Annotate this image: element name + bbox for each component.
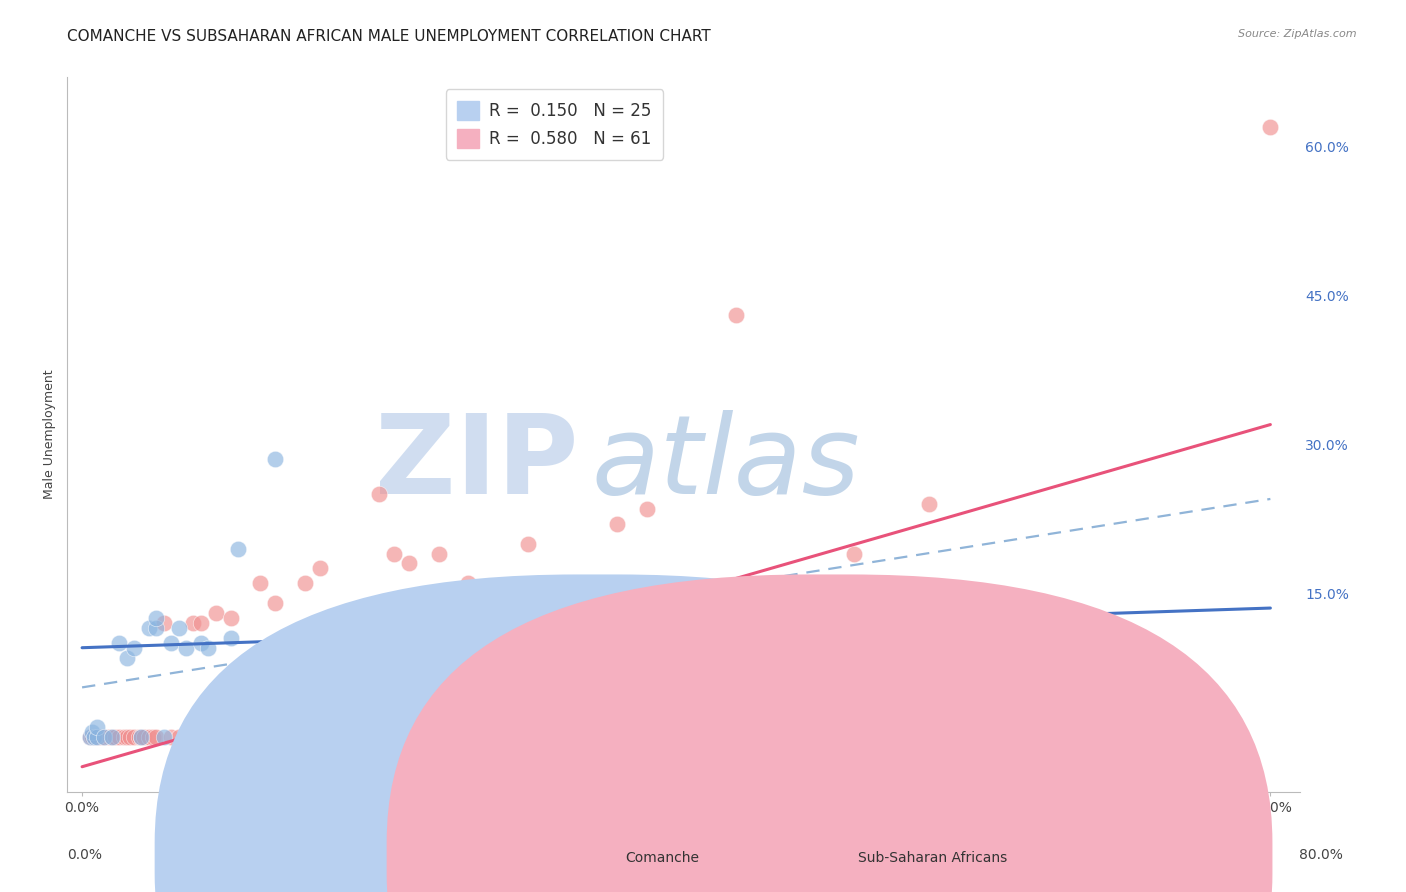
Point xyxy=(167,621,190,635)
Point xyxy=(79,730,101,744)
Text: 0.0%: 0.0% xyxy=(67,847,103,862)
Point xyxy=(93,730,115,744)
Point xyxy=(235,730,257,744)
Point xyxy=(82,730,104,744)
Text: 80.0%: 80.0% xyxy=(1299,847,1343,862)
Point xyxy=(79,730,101,744)
Point xyxy=(368,487,391,501)
Point xyxy=(382,547,405,561)
Point xyxy=(131,730,153,744)
Point xyxy=(93,730,115,744)
Point xyxy=(814,730,837,744)
Point xyxy=(308,561,330,575)
Point xyxy=(531,621,554,635)
Point xyxy=(710,730,733,744)
Point xyxy=(108,730,131,744)
Point xyxy=(142,730,165,744)
Point xyxy=(138,621,160,635)
Point xyxy=(112,730,135,744)
Point xyxy=(145,611,167,625)
Point xyxy=(174,640,197,655)
FancyBboxPatch shape xyxy=(155,574,1040,892)
Point xyxy=(606,516,628,531)
Point xyxy=(219,631,242,645)
Point xyxy=(264,596,287,610)
Point xyxy=(108,636,131,650)
Point xyxy=(665,730,688,744)
Point xyxy=(323,730,346,744)
Point xyxy=(145,730,167,744)
Point xyxy=(122,730,145,744)
Point xyxy=(398,557,420,571)
Point xyxy=(115,730,138,744)
Text: atlas: atlas xyxy=(591,409,860,516)
Point xyxy=(339,730,361,744)
Point xyxy=(160,636,183,650)
Point xyxy=(412,730,434,744)
Point xyxy=(145,621,167,635)
Point xyxy=(83,730,105,744)
Y-axis label: Male Unemployment: Male Unemployment xyxy=(44,369,56,500)
Point xyxy=(441,730,464,744)
Point xyxy=(152,615,174,630)
Point xyxy=(86,730,108,744)
Point xyxy=(118,730,141,744)
Point xyxy=(226,541,249,556)
Point xyxy=(190,636,212,650)
Point xyxy=(152,730,174,744)
Point xyxy=(89,730,111,744)
Point xyxy=(86,720,108,734)
Point xyxy=(918,497,941,511)
Point xyxy=(83,730,105,744)
FancyBboxPatch shape xyxy=(387,574,1272,892)
Point xyxy=(101,730,124,744)
Point xyxy=(138,730,160,744)
Point xyxy=(115,650,138,665)
Point xyxy=(887,730,910,744)
Text: Source: ZipAtlas.com: Source: ZipAtlas.com xyxy=(1239,29,1357,38)
Point xyxy=(86,730,108,744)
Point xyxy=(104,730,127,744)
Text: COMANCHE VS SUBSAHARAN AFRICAN MALE UNEMPLOYMENT CORRELATION CHART: COMANCHE VS SUBSAHARAN AFRICAN MALE UNEM… xyxy=(67,29,711,44)
Point xyxy=(190,615,212,630)
Text: Comanche: Comanche xyxy=(626,851,700,865)
Point xyxy=(264,452,287,467)
Point xyxy=(457,576,479,591)
Point xyxy=(636,501,658,516)
Text: Sub-Saharan Africans: Sub-Saharan Africans xyxy=(858,851,1007,865)
Point xyxy=(122,640,145,655)
Point xyxy=(278,730,301,744)
Point xyxy=(278,730,301,744)
Point xyxy=(724,309,747,323)
Point xyxy=(160,730,183,744)
Legend: R =  0.150   N = 25, R =  0.580   N = 61: R = 0.150 N = 25, R = 0.580 N = 61 xyxy=(446,89,662,160)
Point xyxy=(844,547,866,561)
Point xyxy=(82,725,104,739)
Point xyxy=(204,606,226,620)
Point xyxy=(167,730,190,744)
Point xyxy=(131,730,153,744)
Point xyxy=(576,730,599,744)
Point xyxy=(219,611,242,625)
Point xyxy=(516,536,538,550)
Point xyxy=(174,730,197,744)
Point xyxy=(128,730,150,744)
Point xyxy=(1260,120,1282,134)
Point xyxy=(546,730,568,744)
Point xyxy=(486,730,509,744)
Point xyxy=(754,730,776,744)
Point xyxy=(197,640,219,655)
Point xyxy=(783,636,806,650)
Point xyxy=(134,730,156,744)
Point xyxy=(353,730,375,744)
Text: ZIP: ZIP xyxy=(375,409,579,516)
Point xyxy=(294,576,316,591)
Point xyxy=(97,730,120,744)
Point xyxy=(486,681,509,695)
Point xyxy=(101,730,124,744)
Point xyxy=(249,576,271,591)
Point xyxy=(183,615,205,630)
Point xyxy=(427,547,450,561)
